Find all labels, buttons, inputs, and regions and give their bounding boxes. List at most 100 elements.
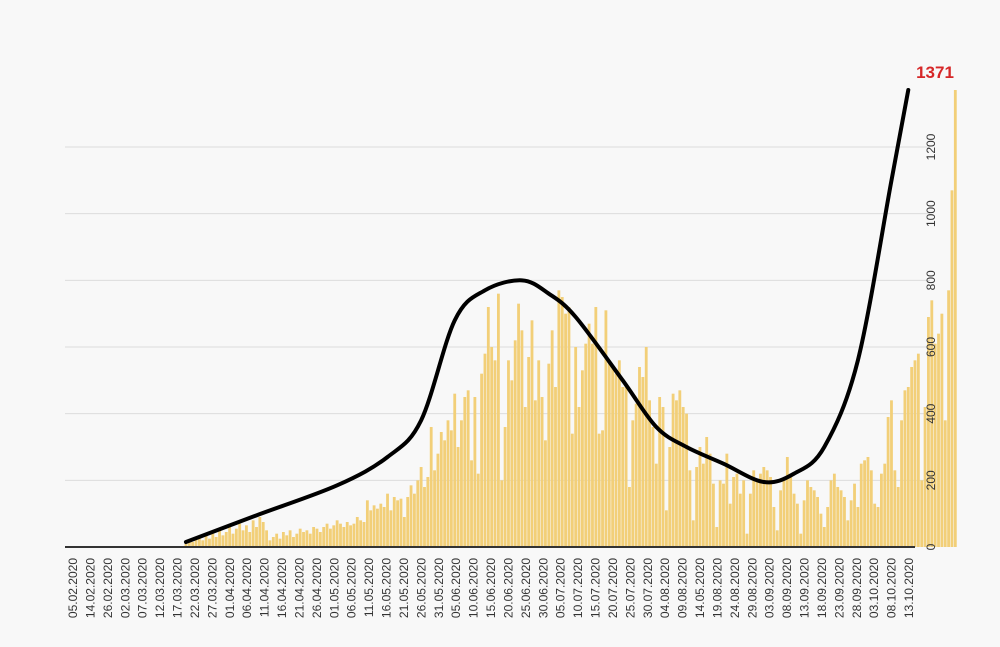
bar [402,517,406,547]
bar [648,400,651,547]
bar [772,507,776,547]
bar [386,493,389,547]
bar [312,527,316,547]
bar [638,367,641,547]
bar [520,330,524,547]
bar [322,527,326,547]
bar [937,333,940,547]
bar [406,497,410,547]
x-tick-label: 23.09.2020 [832,558,846,618]
bar [900,420,903,547]
bar [466,390,470,547]
x-tick-label: 24.08.2020 [728,558,742,618]
bar [392,497,396,547]
bar [453,393,457,547]
bar [681,407,685,547]
bar [930,300,934,547]
bar [607,363,611,547]
bar [271,537,275,547]
x-tick-label: 14.05.2020 [693,558,707,618]
bar [376,508,379,547]
bar [517,303,520,547]
bar [439,432,443,547]
bar [486,307,490,547]
bar [355,517,359,547]
bar [869,470,873,547]
bar [339,523,342,547]
bar [604,310,608,547]
trend-line [183,88,911,544]
bar [947,290,951,547]
bar [701,463,705,547]
bar [201,540,205,547]
y-tick-label: 0 [924,543,938,550]
bar [211,533,215,547]
bar [255,527,258,547]
bar [802,500,806,547]
bar [369,510,373,547]
x-tick-label: 12.03.2020 [153,558,167,618]
bar [362,522,366,547]
bar [675,400,678,547]
bar [345,522,349,547]
bar [547,363,551,547]
bar [705,437,709,547]
bar [782,480,786,547]
bar [258,517,262,547]
bar [473,397,477,547]
bar [953,90,957,547]
bar [184,543,188,547]
bar [379,503,383,547]
bar [866,457,870,547]
bar [570,433,574,547]
bar [456,447,460,547]
bar [826,507,830,547]
x-tick-label: 16.04.2020 [275,558,289,618]
bar [500,480,504,547]
bar [231,533,235,547]
x-tick-label: 13.10.2020 [902,558,916,618]
bar [584,343,588,547]
bar [809,487,813,547]
bar [906,387,910,547]
x-tick-label: 04.08.2020 [658,558,672,618]
bar [728,503,732,547]
bar [302,532,305,547]
bar [483,353,487,547]
bar [527,357,531,547]
bar [550,330,554,547]
bar [933,343,937,547]
bar [742,480,746,547]
bar [691,520,695,547]
bar [698,447,702,547]
bar [580,370,584,547]
bar [214,537,218,547]
x-tick-label: 19.08.2020 [710,558,724,618]
bar [822,527,826,547]
x-tick-label: 29.08.2020 [745,558,759,618]
bar [544,440,547,547]
bar [530,320,534,547]
bar [715,527,719,547]
bar [601,430,604,547]
x-tick-label: 01.04.2020 [223,558,237,618]
bar [893,470,897,547]
bar [268,540,272,547]
bar [557,290,561,547]
bar [587,323,591,547]
bar [419,467,423,547]
x-tick-label: 05.07.2020 [554,558,568,618]
bar [560,297,564,547]
bar [554,387,557,547]
bar [695,467,699,547]
bar [416,480,420,547]
bar [718,480,722,547]
x-tick-label: 06.05.2020 [345,558,359,618]
bar [812,490,816,547]
bar [221,535,225,547]
bar [460,420,463,547]
bar [879,473,883,547]
bar [470,460,473,547]
bar [564,313,567,547]
bar [476,473,480,547]
